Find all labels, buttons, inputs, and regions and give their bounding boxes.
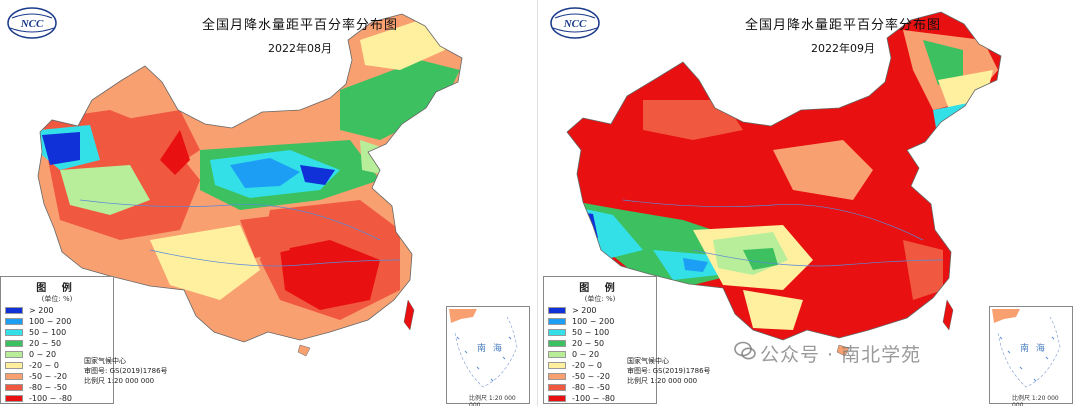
inset-map: [992, 309, 1061, 388]
legend-swatch: [5, 395, 23, 402]
legend-label: -80 ~ -50: [572, 383, 610, 392]
legend-label: -100 ~ -80: [572, 394, 616, 403]
legend-swatch: [548, 384, 566, 391]
legend-row: 0 ~ 20: [548, 349, 656, 360]
map-panel-september: NCC 全国月降水量距平百分率分布图 2022年09月 图 例 (单位: %) …: [543, 0, 1076, 406]
legend-label: 20 ~ 50: [572, 339, 605, 348]
legend-label: > 200: [29, 306, 54, 315]
legend-swatch: [548, 351, 566, 358]
legend-swatch: [548, 307, 566, 314]
credit-line: 国家气候中心: [627, 357, 669, 365]
legend-swatch: [548, 318, 566, 325]
legend-label: 0 ~ 20: [29, 350, 57, 359]
china-precipitation-map: [37, 13, 463, 357]
legend: 图 例 (单位: %) > 200 100 ~ 200 50 ~ 100 20 ~ 5…: [0, 276, 114, 404]
credit-line: 审图号: GS(2019)1786号: [627, 367, 711, 375]
legend-row: 20 ~ 50: [548, 338, 656, 349]
ncc-logo: NCC: [550, 7, 600, 39]
legend-swatch: [548, 373, 566, 380]
legend-swatch: [548, 362, 566, 369]
legend-swatch: [548, 395, 566, 402]
credit-block: 国家气候中心 审图号: GS(2019)1786号 比例尺 1:20 000 0…: [627, 356, 711, 386]
legend-title: 图 例: [579, 283, 621, 294]
inset-map: [449, 309, 518, 388]
legend-label: -20 ~ 0: [572, 361, 602, 370]
legend-swatch: [5, 384, 23, 391]
legend-label: 0 ~ 20: [572, 350, 600, 359]
south-china-sea-inset: 南 海 比例尺 1:20 000 000: [446, 306, 530, 406]
legend-label: 50 ~ 100: [572, 328, 610, 337]
logo-text: NCC: [20, 18, 44, 30]
credit-line: 国家气候中心: [84, 357, 126, 365]
legend-title: 图 例: [36, 283, 78, 294]
legend-rows: > 200 100 ~ 200 50 ~ 100 20 ~ 50 0 ~ 20 -20 ~…: [544, 305, 656, 404]
legend-row: -50 ~ -20: [5, 371, 113, 382]
credit-line: 比例尺 1:20 000 000: [84, 377, 155, 385]
legend-label: 20 ~ 50: [29, 339, 62, 348]
map-date: 2022年09月: [811, 42, 875, 55]
legend-row: 50 ~ 100: [5, 327, 113, 338]
legend-label: 100 ~ 200: [29, 317, 72, 326]
legend-swatch: [5, 307, 23, 314]
legend-row: 0 ~ 20: [5, 349, 113, 360]
watermark: 公众号 · 南北学苑: [760, 344, 922, 366]
panel-divider: [537, 0, 538, 406]
inset-label: 南 海: [1020, 344, 1047, 354]
legend-row: -20 ~ 0: [548, 360, 656, 371]
legend-swatch: [5, 340, 23, 347]
credit-line: 审图号: GS(2019)1786号: [84, 367, 168, 375]
legend-swatch: [5, 329, 23, 336]
map-panel-august: NCC 全国月降水量距平百分率分布图 2022年08月 图 例 (单位: %) …: [0, 0, 533, 406]
legend-label: -80 ~ -50: [29, 383, 67, 392]
inset-label: 南 海: [477, 344, 504, 354]
map-title: 全国月降水量距平百分率分布图: [201, 18, 398, 33]
wechat-icon: [734, 341, 756, 360]
credit-block: 国家气候中心 审图号: GS(2019)1786号 比例尺 1:20 000 0…: [84, 356, 168, 386]
inset-scale: 比例尺 1:20 000 000: [469, 395, 516, 406]
legend-row: 100 ~ 200: [548, 316, 656, 327]
legend-label: -100 ~ -80: [29, 394, 73, 403]
legend-swatch: [548, 329, 566, 336]
legend-row: 50 ~ 100: [548, 327, 656, 338]
legend-swatch: [5, 318, 23, 325]
legend-row: > 200: [5, 305, 113, 316]
legend-row: -100 ~ -80: [5, 393, 113, 404]
legend-swatch: [548, 340, 566, 347]
inset-scale: 比例尺 1:20 000 000: [1012, 395, 1059, 406]
legend-row: 20 ~ 50: [5, 338, 113, 349]
legend-label: 50 ~ 100: [29, 328, 67, 337]
map-title: 全国月降水量距平百分率分布图: [744, 18, 941, 33]
legend-row: -50 ~ -20: [548, 371, 656, 382]
legend-row: 100 ~ 200: [5, 316, 113, 327]
legend-swatch: [5, 362, 23, 369]
legend-swatch: [5, 351, 23, 358]
legend-rows: > 200 100 ~ 200 50 ~ 100 20 ~ 50 0 ~ 20 -20 ~…: [1, 305, 113, 404]
legend-label: -50 ~ -20: [29, 372, 67, 381]
ncc-logo: NCC: [7, 7, 57, 39]
legend-row: -100 ~ -80: [548, 393, 656, 404]
legend-label: > 200: [572, 306, 597, 315]
legend-row: -80 ~ -50: [5, 382, 113, 393]
credit-line: 比例尺 1:20 000 000: [627, 377, 698, 385]
legend-label: -20 ~ 0: [29, 361, 59, 370]
south-china-sea-inset: 南 海 比例尺 1:20 000 000: [989, 306, 1073, 406]
legend-swatch: [5, 373, 23, 380]
legend: 图 例 (单位: %) > 200 100 ~ 200 50 ~ 100 20 ~ 5…: [543, 276, 657, 404]
map-date: 2022年08月: [268, 42, 332, 55]
legend-unit: (单位: %): [41, 295, 73, 303]
legend-label: 100 ~ 200: [572, 317, 615, 326]
logo-text: NCC: [563, 18, 587, 30]
legend-row: -20 ~ 0: [5, 360, 113, 371]
legend-row: -80 ~ -50: [548, 382, 656, 393]
legend-unit: (单位: %): [584, 295, 616, 303]
legend-label: -50 ~ -20: [572, 372, 610, 381]
legend-row: > 200: [548, 305, 656, 316]
